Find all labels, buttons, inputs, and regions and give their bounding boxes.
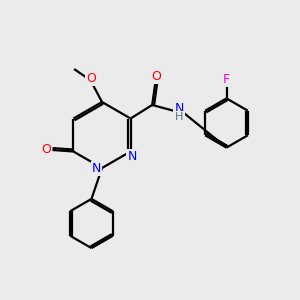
- Text: O: O: [151, 70, 161, 83]
- Text: N: N: [175, 102, 184, 115]
- Text: O: O: [86, 71, 96, 85]
- Text: N: N: [92, 161, 101, 175]
- Text: F: F: [223, 73, 230, 86]
- Text: N: N: [128, 150, 137, 164]
- Text: H: H: [175, 112, 183, 122]
- Text: O: O: [41, 143, 51, 156]
